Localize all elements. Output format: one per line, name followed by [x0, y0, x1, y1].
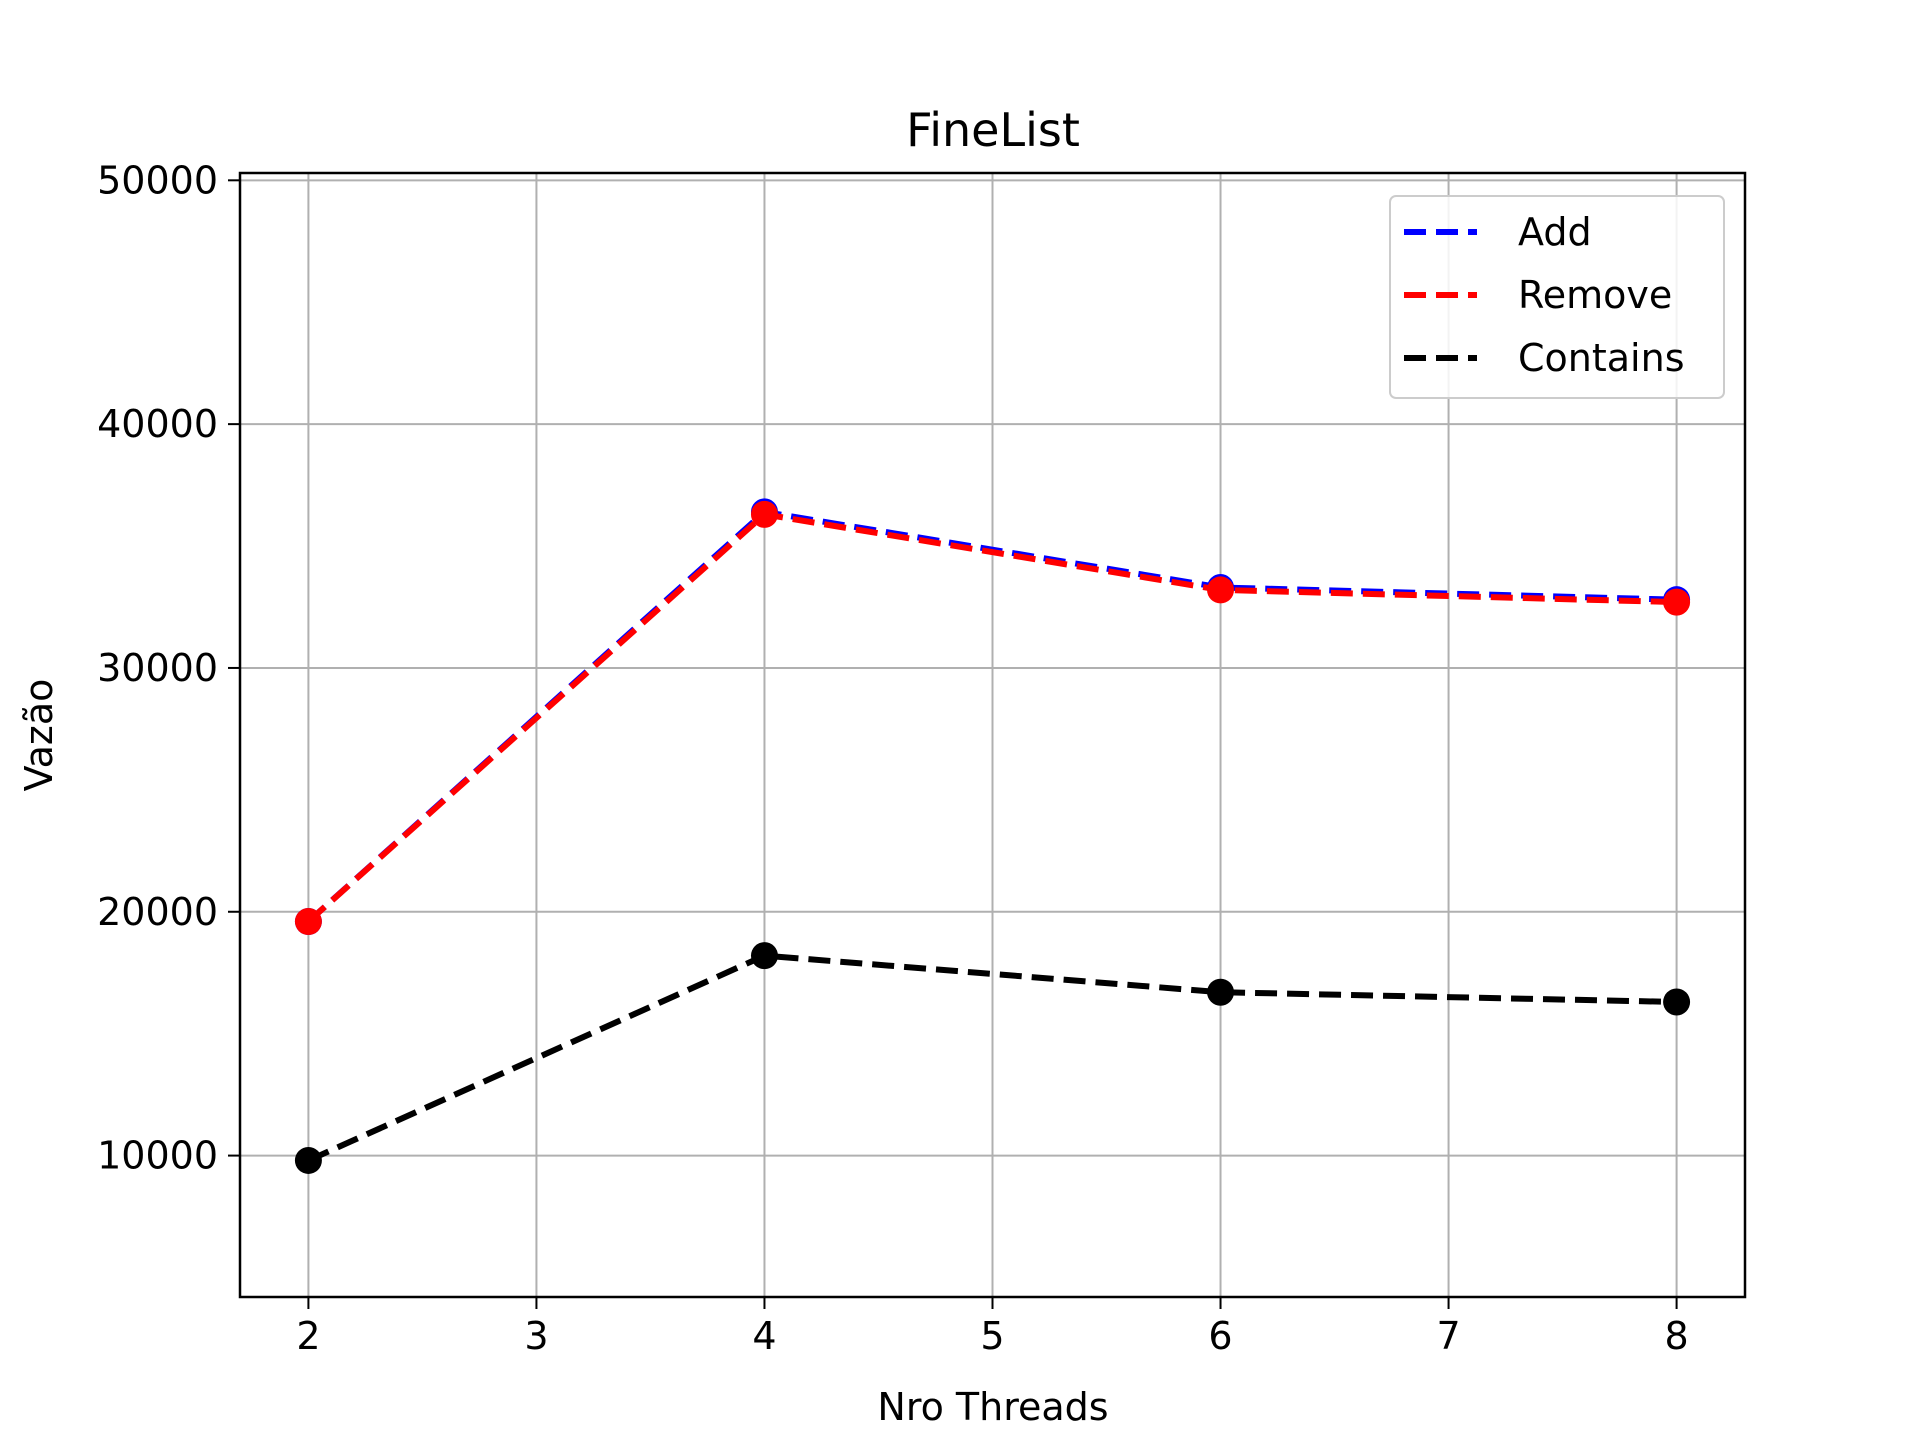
y-tick-label: 30000: [97, 646, 218, 690]
x-tick-label: 6: [1208, 1314, 1232, 1358]
data-point-contains: [750, 942, 778, 970]
data-point-remove: [750, 500, 778, 528]
x-axis: 2 3 4 5 6 7 8: [296, 1297, 1689, 1358]
series-line-remove: [306, 511, 1677, 924]
y-axis-label: Vazão: [17, 679, 61, 792]
data-point-contains: [294, 1146, 322, 1174]
legend: Add Remove Contains: [1389, 195, 1725, 399]
y-axis: 10000 20000 30000 40000 50000: [97, 158, 240, 1178]
grid-lines: [240, 173, 1745, 1297]
y-tick-label: 40000: [97, 402, 218, 446]
series-layer: [294, 498, 1691, 1174]
data-point-remove: [1207, 576, 1235, 604]
x-tick-label: 7: [1436, 1314, 1460, 1358]
y-tick-label: 50000: [97, 158, 218, 202]
series-line-contains: [307, 952, 1677, 1164]
data-point-remove: [1663, 588, 1691, 616]
x-tick-label: 8: [1664, 1314, 1688, 1358]
legend-label-contains: Contains: [1518, 336, 1685, 380]
legend-label-add: Add: [1518, 210, 1592, 254]
y-tick-label: 10000: [97, 1134, 218, 1178]
chart-title: FineList: [906, 103, 1080, 157]
x-tick-label: 5: [980, 1314, 1004, 1358]
data-point-contains: [1663, 988, 1691, 1016]
x-axis-label: Nro Threads: [877, 1385, 1108, 1429]
x-tick-label: 4: [752, 1314, 776, 1358]
data-point-contains: [1207, 978, 1235, 1006]
data-point-remove: [294, 908, 322, 936]
x-tick-label: 2: [296, 1314, 320, 1358]
legend-box: [1389, 195, 1725, 399]
x-tick-label: 3: [524, 1314, 548, 1358]
legend-label-remove: Remove: [1518, 273, 1672, 317]
y-tick-label: 20000: [97, 890, 218, 934]
